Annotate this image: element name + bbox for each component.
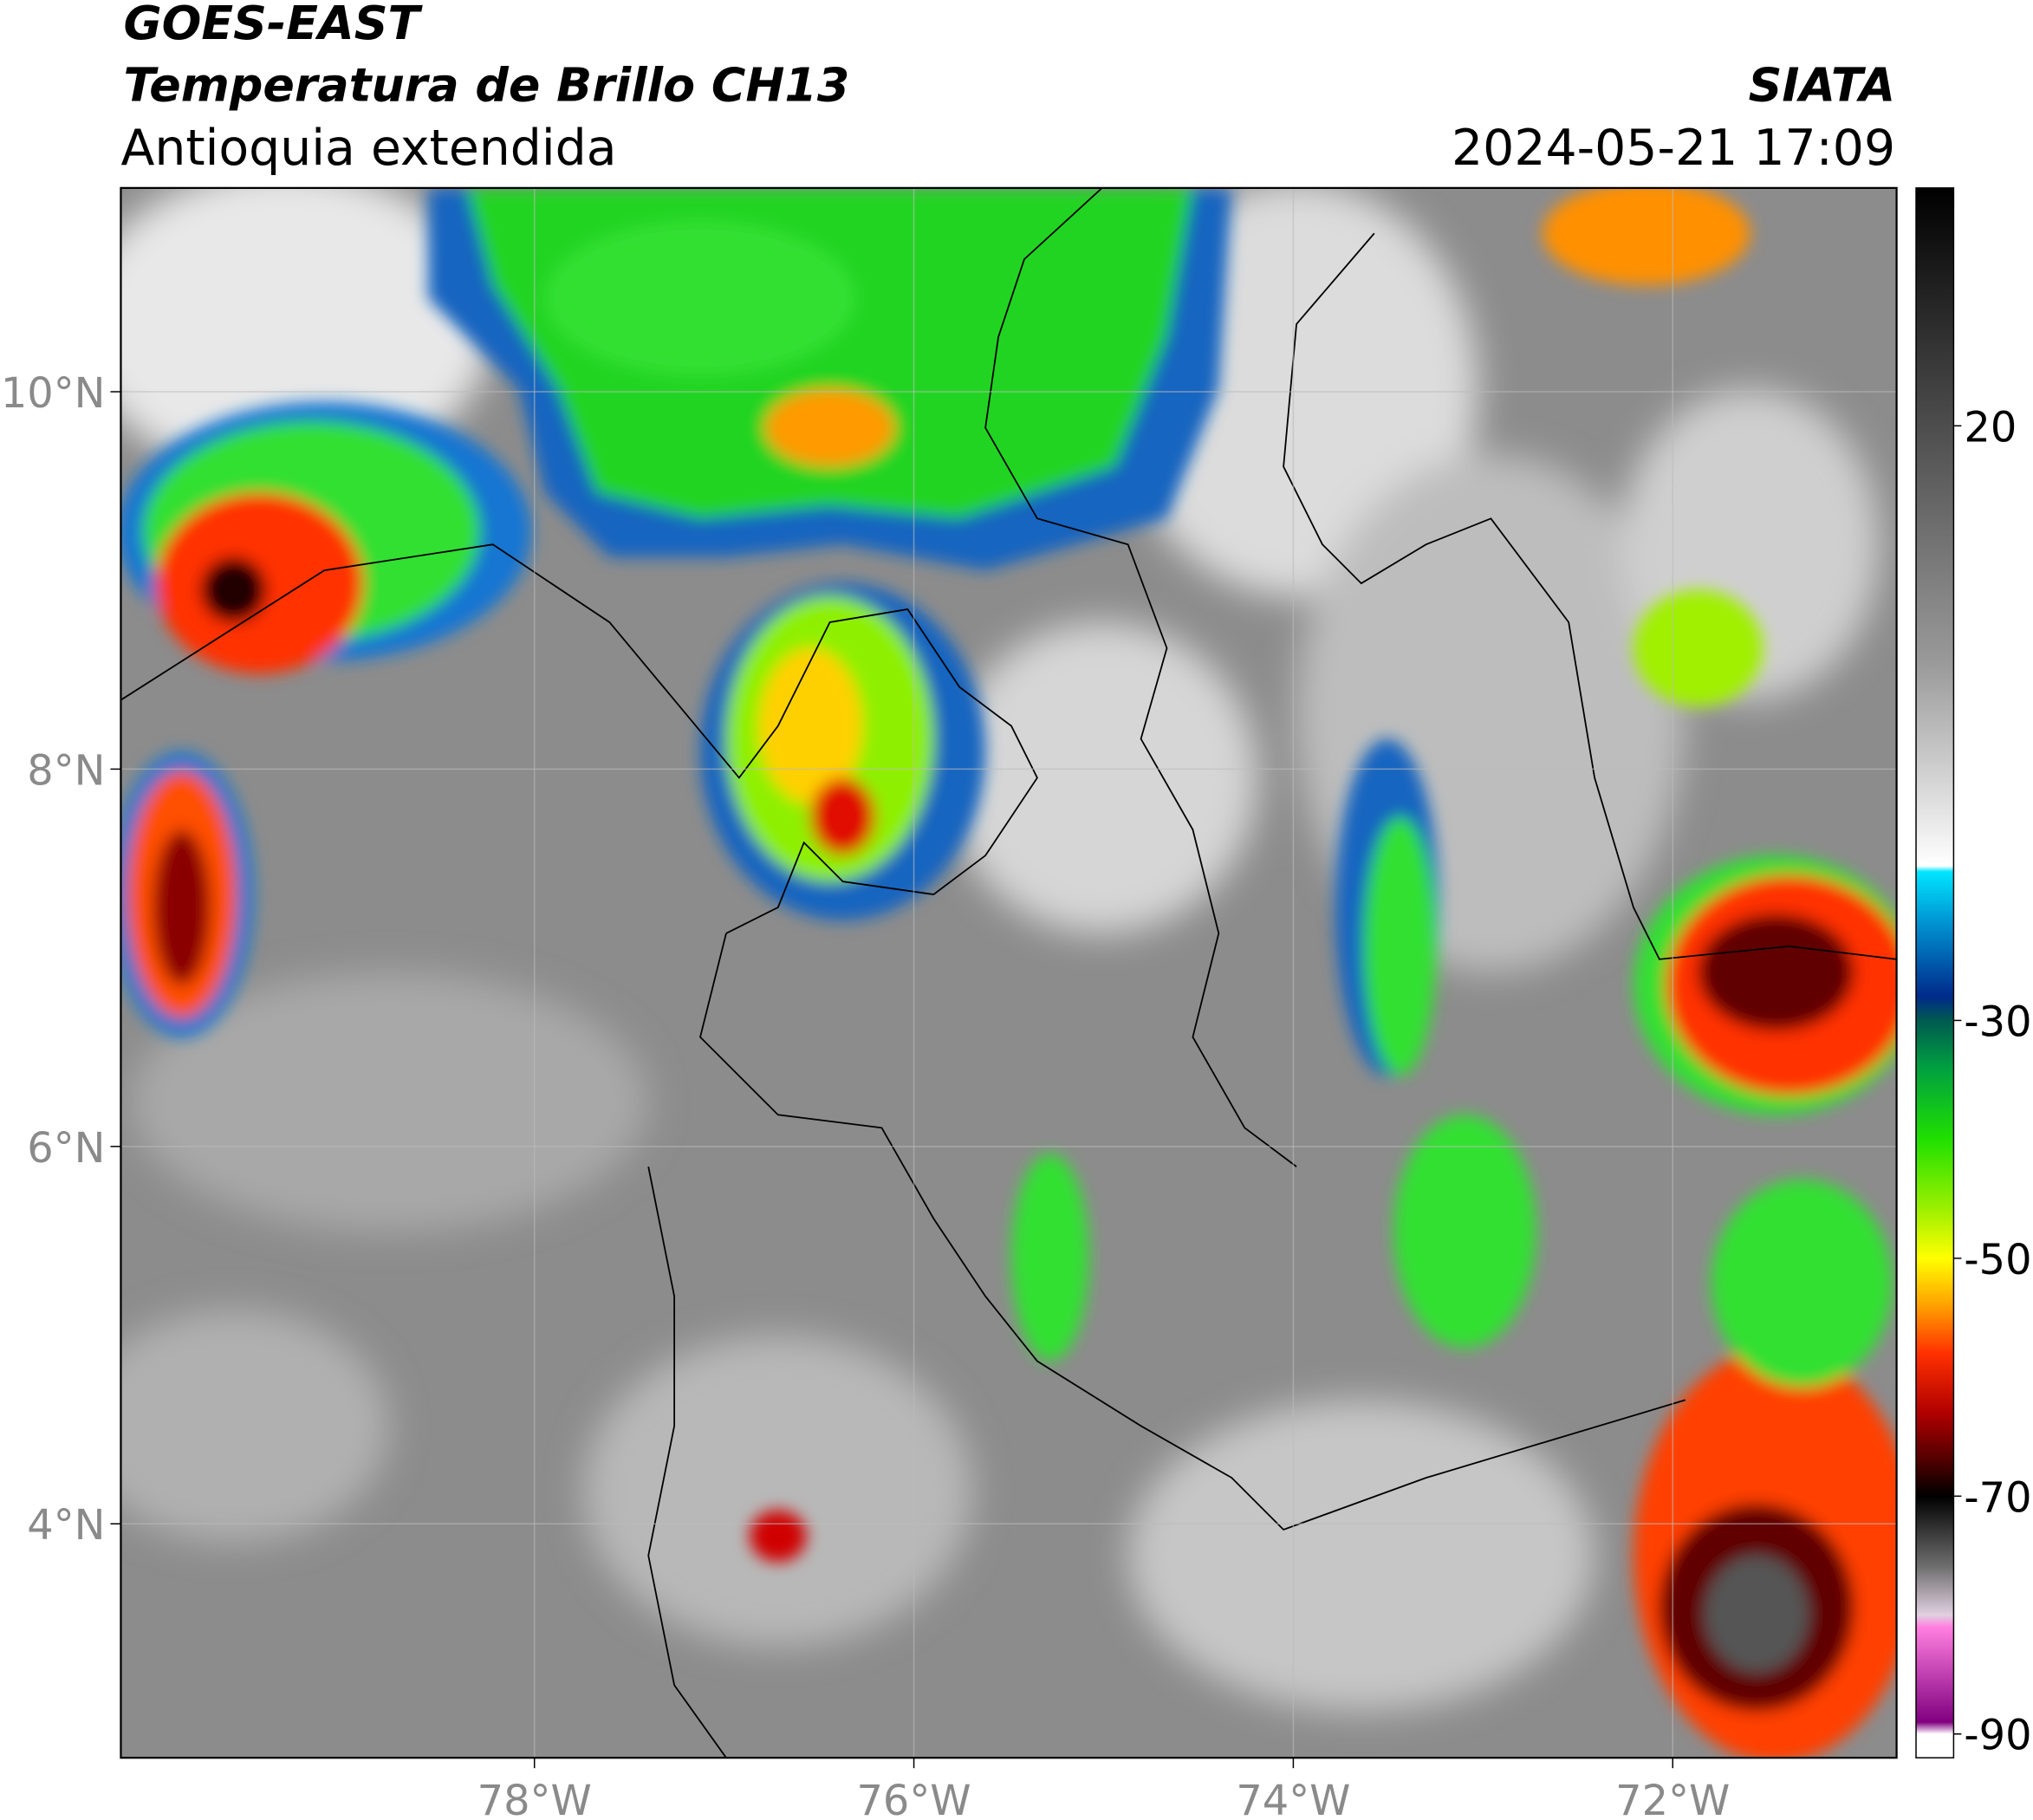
y-tick-label: 4°N — [27, 1502, 105, 1550]
y-tick-label: 6°N — [27, 1125, 105, 1173]
title: GOES-EAST — [123, 0, 423, 50]
map-frame — [120, 186, 1898, 1759]
colorbar-tick-label: -50 — [1964, 1237, 2031, 1284]
y-tick-label: 10°N — [1, 370, 106, 418]
subtitle: Temperatura de Brillo CH13 — [123, 58, 849, 113]
colorbar-tick-label: 20 — [1964, 404, 2017, 452]
y-tick-label: 8°N — [27, 747, 105, 795]
x-tick-label: 74°W — [1236, 1778, 1350, 1820]
x-tick-label: 76°W — [856, 1778, 971, 1820]
region: Antioquia extendida — [120, 120, 616, 177]
colorbar-tick-label: -90 — [1964, 1713, 2031, 1760]
datetime: 2024-05-21 17:09 — [1452, 120, 1895, 177]
colorbar-tick-label: -30 — [1964, 998, 2031, 1046]
source: SIATA — [1749, 58, 1896, 113]
colorbar — [1915, 187, 1955, 1758]
graticule — [120, 187, 1897, 1758]
colorbar-tick-label: -70 — [1964, 1474, 2031, 1522]
map-image — [120, 187, 1897, 1758]
x-tick-label: 78°W — [477, 1778, 592, 1820]
x-tick-label: 72°W — [1615, 1778, 1730, 1820]
colorbar-ticks: 20 -30 -50 -70 -90 — [1953, 404, 2032, 1760]
borders — [120, 187, 1897, 1758]
